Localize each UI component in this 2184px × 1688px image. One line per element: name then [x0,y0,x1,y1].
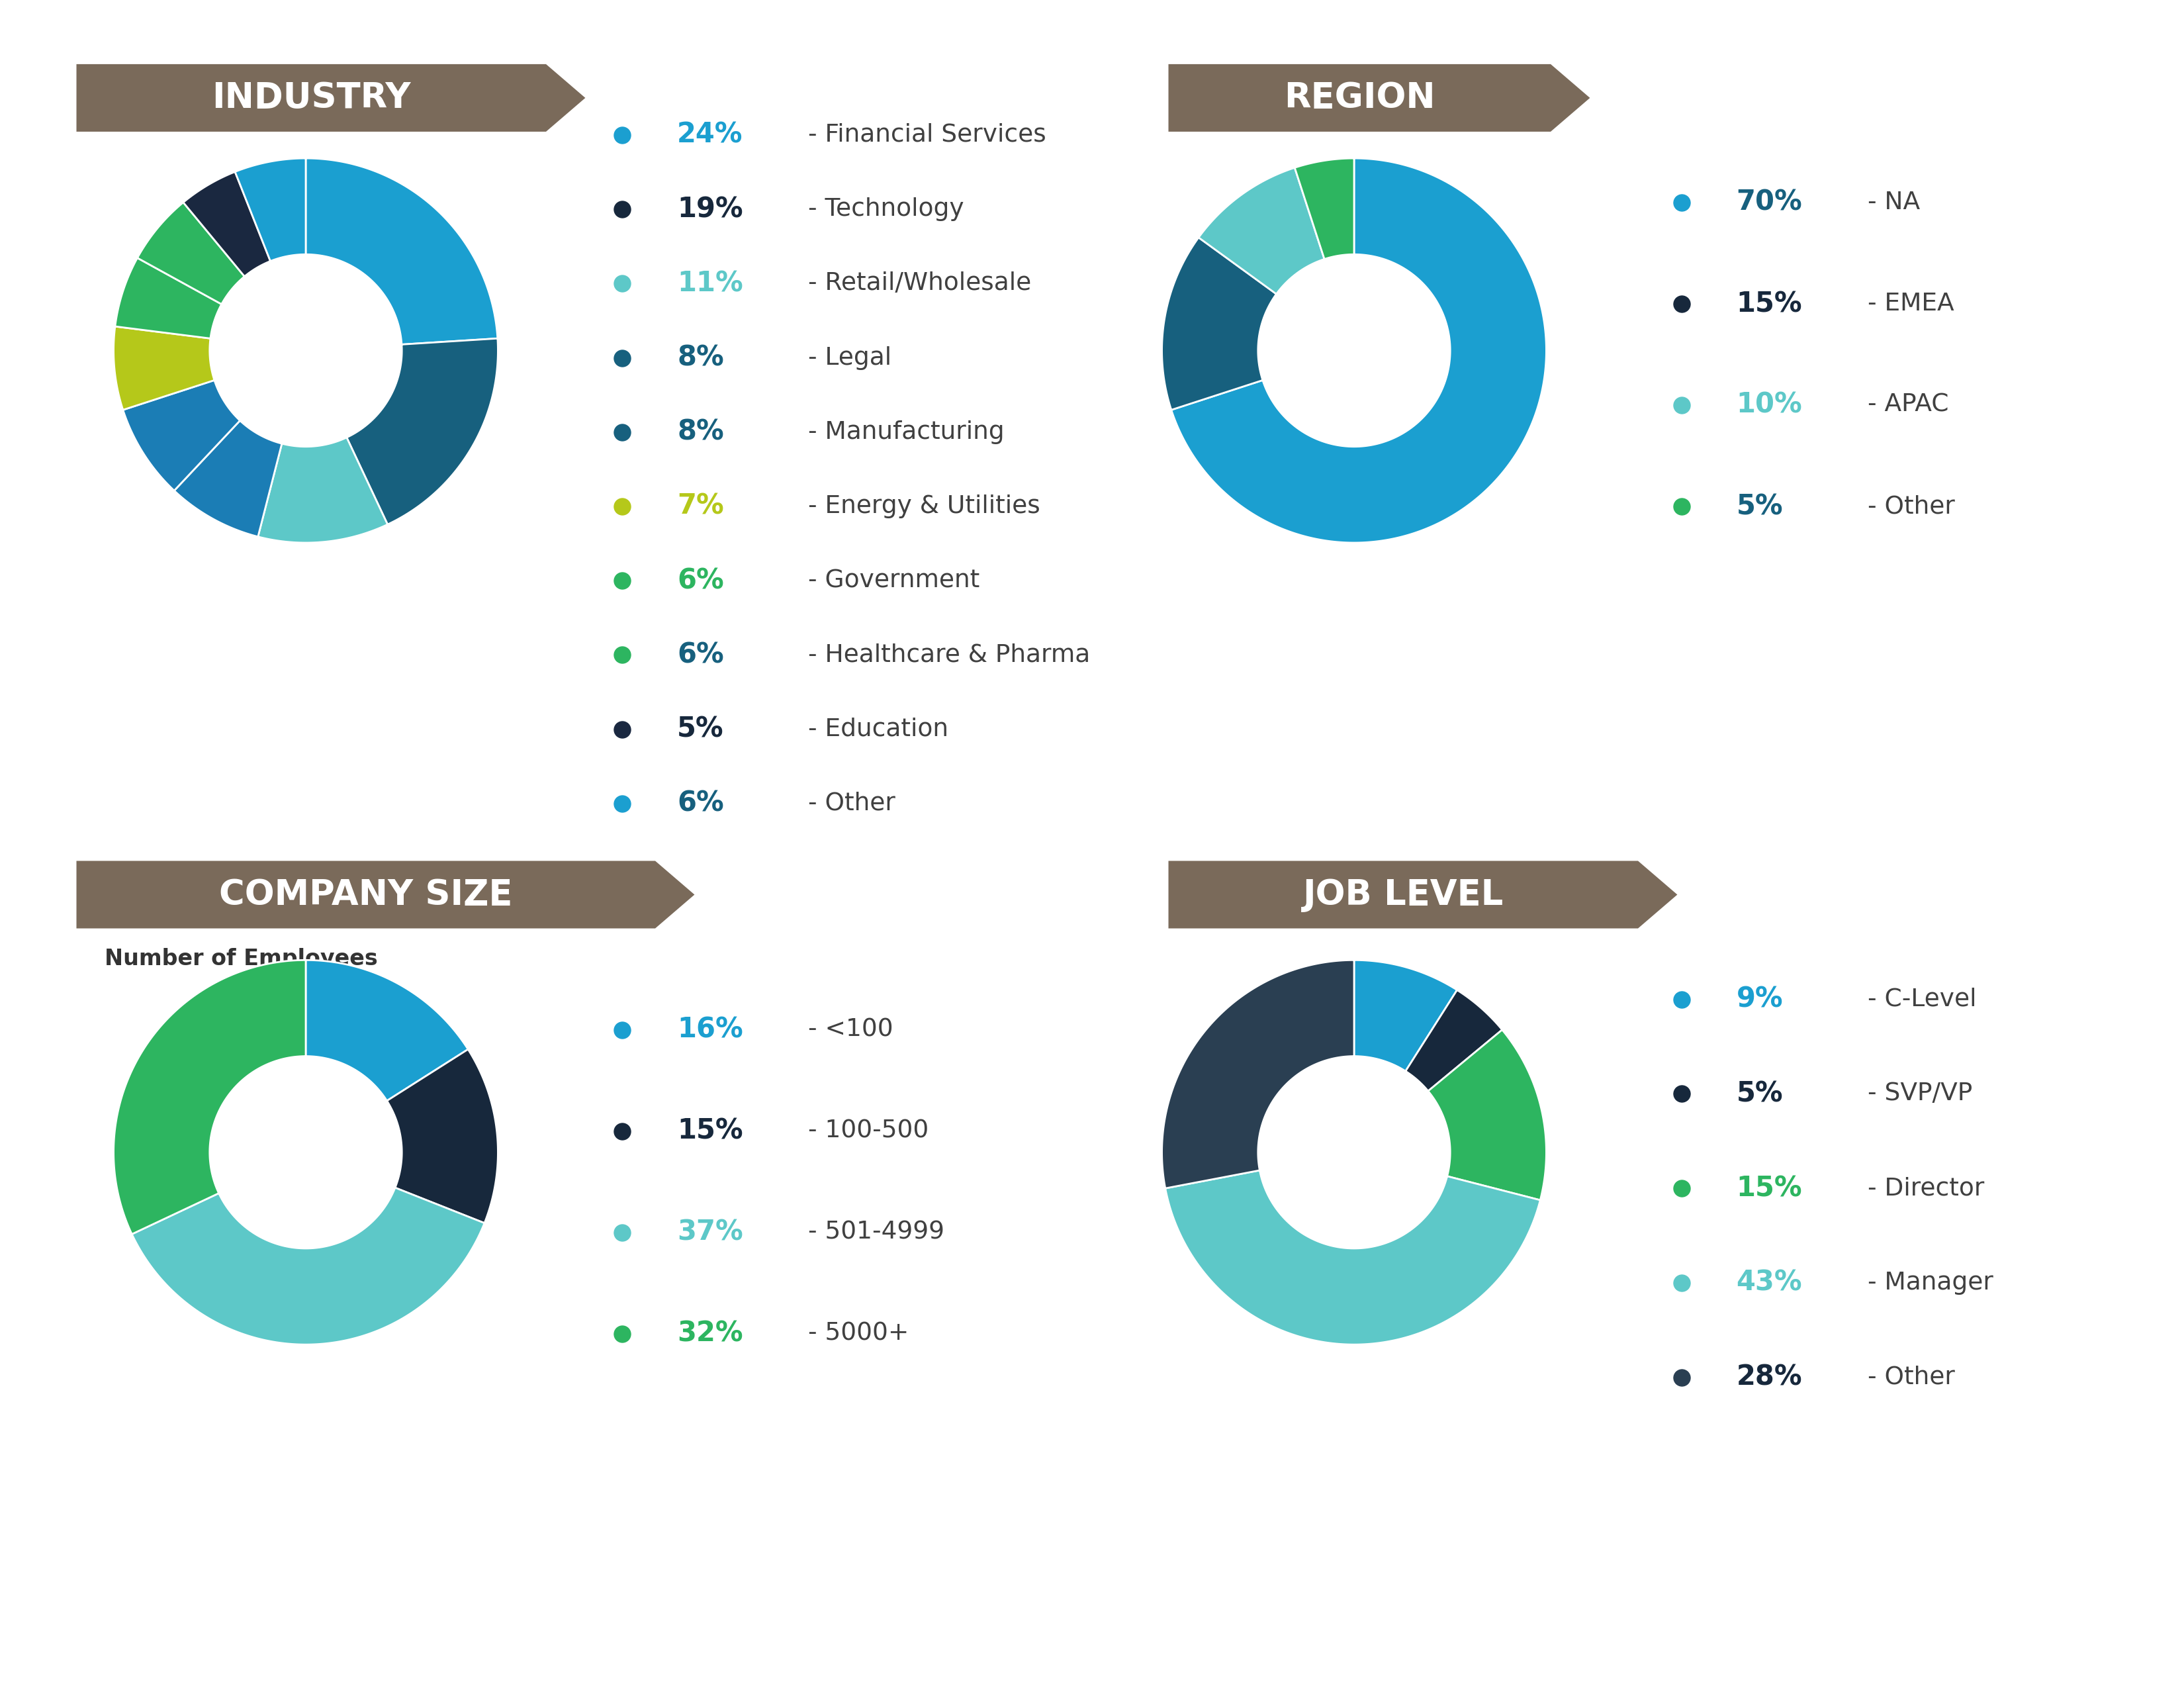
Text: 5%: 5% [1736,1080,1782,1107]
Text: 70%: 70% [1736,189,1802,216]
Text: - Technology: - Technology [808,197,963,221]
Polygon shape [387,1050,498,1224]
Polygon shape [1171,159,1546,544]
Polygon shape [306,159,498,344]
Text: INDUSTRY: INDUSTRY [212,81,411,115]
Polygon shape [1354,960,1457,1072]
Polygon shape [236,159,306,262]
Text: 8%: 8% [677,419,723,446]
Polygon shape [306,960,467,1101]
Text: - EMEA: - EMEA [1867,292,1955,316]
Polygon shape [1168,861,1677,928]
Text: 15%: 15% [677,1117,743,1144]
Text: - <100: - <100 [808,1018,893,1041]
Text: - NA: - NA [1867,191,1920,214]
Text: 16%: 16% [677,1016,743,1043]
Text: COMPANY SIZE: COMPANY SIZE [218,878,513,912]
Circle shape [210,255,402,447]
Text: - Education: - Education [808,717,948,741]
Text: 5%: 5% [1736,493,1782,520]
Polygon shape [258,437,387,544]
Text: - Manager: - Manager [1867,1271,1994,1295]
Polygon shape [1199,167,1324,294]
Polygon shape [1162,960,1354,1188]
Text: 37%: 37% [677,1219,743,1246]
Polygon shape [116,258,221,339]
Text: - Healthcare & Pharma: - Healthcare & Pharma [808,643,1090,667]
Polygon shape [1162,238,1275,410]
Text: 43%: 43% [1736,1269,1802,1296]
Text: Number of Employees: Number of Employees [105,949,378,969]
Text: - Retail/Wholesale: - Retail/Wholesale [808,272,1031,295]
Text: - Legal: - Legal [808,346,891,370]
Polygon shape [131,1188,485,1345]
Text: - APAC: - APAC [1867,393,1948,417]
Text: - Government: - Government [808,569,981,592]
Polygon shape [1428,1030,1546,1200]
Text: 24%: 24% [677,122,743,149]
Polygon shape [1295,159,1354,258]
Polygon shape [114,326,214,410]
Text: 6%: 6% [677,641,723,668]
Text: 10%: 10% [1736,392,1802,419]
Text: 7%: 7% [677,493,723,520]
Text: - 5000+: - 5000+ [808,1322,909,1345]
Polygon shape [183,172,271,277]
Polygon shape [175,420,282,537]
Text: 6%: 6% [677,790,723,817]
Text: - Energy & Utilities: - Energy & Utilities [808,495,1040,518]
Text: 8%: 8% [677,344,723,371]
Text: 19%: 19% [677,196,743,223]
Polygon shape [1168,64,1590,132]
Text: - Other: - Other [1867,495,1955,518]
Circle shape [210,1057,402,1249]
Text: 28%: 28% [1736,1364,1802,1391]
Text: - 501-4999: - 501-4999 [808,1220,943,1244]
Text: - C-Level: - C-Level [1867,987,1977,1011]
Text: 9%: 9% [1736,986,1782,1013]
Text: REGION: REGION [1284,81,1435,115]
Polygon shape [76,861,695,928]
Text: - Financial Services: - Financial Services [808,123,1046,147]
Text: 32%: 32% [677,1320,743,1347]
Polygon shape [1406,989,1503,1090]
Polygon shape [122,380,240,491]
Text: 6%: 6% [677,567,723,594]
Circle shape [1258,255,1450,447]
Polygon shape [1166,1170,1540,1345]
Circle shape [1258,1057,1450,1249]
Polygon shape [347,338,498,525]
Polygon shape [76,64,585,132]
Polygon shape [138,203,245,304]
Text: - SVP/VP: - SVP/VP [1867,1082,1972,1106]
Text: - Other: - Other [1867,1366,1955,1389]
Text: 11%: 11% [677,270,743,297]
Text: 15%: 15% [1736,1175,1802,1202]
Text: 15%: 15% [1736,290,1802,317]
Text: - Other: - Other [808,792,895,815]
Text: 5%: 5% [677,716,723,743]
Text: JOB LEVEL: JOB LEVEL [1304,878,1503,912]
Text: - Director: - Director [1867,1177,1983,1200]
Text: - 100-500: - 100-500 [808,1119,928,1143]
Text: - Manufacturing: - Manufacturing [808,420,1005,444]
Polygon shape [114,960,306,1234]
